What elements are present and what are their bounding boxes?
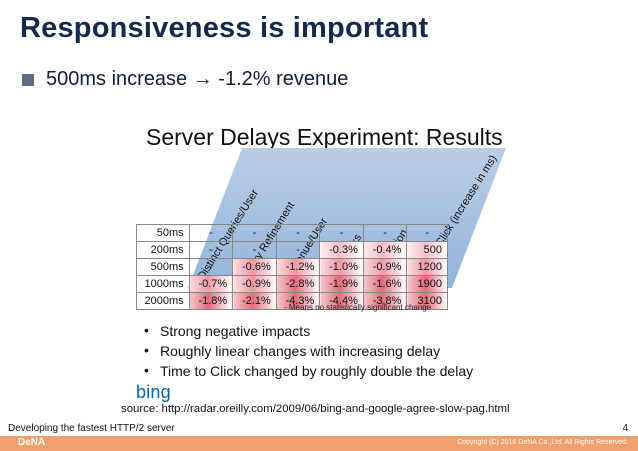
table-cell: -0.4% [362,241,408,259]
bing-logo: bing [136,382,171,402]
table-cell: - [232,241,277,259]
table-row: 200ms - - - -0.3% -0.4% 500 [136,241,448,259]
panel-title: Server Delays Experiment: Results [146,124,503,150]
significance-note: - Means no statistically significant cha… [284,303,432,312]
table-cell: -3.8% [362,292,408,310]
brand-logo: DeNA [18,437,46,448]
results-panel: Server Delays Experiment: Results Distin… [136,124,508,381]
table-cell: - [362,224,408,242]
table-row: 50ms - - - - - - [136,224,448,242]
table-cell: -1.0% [319,258,364,276]
table-cell: -2.1% [232,292,277,310]
table-cell: 500 [406,241,448,259]
table-cell: - [406,224,448,242]
table-cell: -2.8% [275,275,321,293]
square-bullet-icon [22,73,34,86]
delay-label: 2000ms [136,292,190,310]
table-cell: 1900 [406,275,448,293]
table-cell: 3100 [406,292,448,310]
table-cell: -1.6% [362,275,408,293]
footer: Developing the fastest HTTP/2 server 4 D… [0,423,638,451]
table-cell: -0.9% [362,258,408,276]
table-cell: -0.7% [188,275,234,293]
headline-text: 500ms increase → -1.2% revenue [46,68,349,90]
table-cell: 1200 [406,258,448,276]
source-link-text: source: http://radar.oreilly.com/2009/06… [121,403,510,415]
table-row: 500ms - -0.6% -1.2% -1.0% -0.9% 1200 [136,258,448,276]
table-cell: -0.6% [232,258,277,276]
table-cell: -1.2% [275,258,321,276]
table-cell: -1.8% [188,292,234,310]
delay-label: 50ms [136,224,190,242]
bullet-item: Strong negative impacts [144,320,473,341]
table-cell: - [188,224,234,242]
delay-label: 500ms [136,258,190,276]
delay-label: 1000ms [136,275,190,293]
table-cell: -0.3% [319,241,364,259]
footer-band [0,436,638,451]
table-cell: -4.3% [275,292,321,310]
results-table: 50ms - - - - - - 200ms - - - -0.3% -0.4%… [136,224,448,310]
page-number: 4 [622,423,628,434]
table-cell: -1.9% [319,275,364,293]
table-row: 2000ms -1.8% -2.1% -4.3% -4.4% -3.8% 310… [136,292,448,310]
bullet-item: Time to Click changed by roughly double … [144,360,473,381]
bullet-item: Roughly linear changes with increasing d… [144,340,473,361]
table-cell: - [275,241,321,259]
table-row: 1000ms -0.7% -0.9% -2.8% -1.9% -1.6% 190… [136,275,448,293]
table-cell: -0.9% [232,275,277,293]
table-cell: - [275,224,321,242]
delay-label: 200ms [136,241,190,259]
footer-title: Developing the fastest HTTP/2 server [8,423,175,434]
copyright-text: Copyright (C) 2016 DeNA Co.,Ltd. All Rig… [457,439,628,446]
table-cell: - [188,258,234,276]
slide-title: Responsiveness is important [20,12,429,44]
panel-bullets: Strong negative impacts Roughly linear c… [144,320,473,381]
table-cell: - [319,224,364,242]
headline-row: 500ms increase → -1.2% revenue [22,68,348,91]
table-cell: - [188,241,234,259]
table-cell: - [232,224,277,242]
